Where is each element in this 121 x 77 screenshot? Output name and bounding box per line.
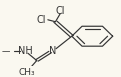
Text: Cl: Cl	[55, 6, 65, 16]
Text: —: —	[2, 47, 10, 56]
Text: CH₃: CH₃	[19, 68, 35, 77]
Text: N: N	[49, 46, 57, 56]
Text: NH: NH	[18, 46, 32, 56]
Text: Cl: Cl	[37, 15, 46, 25]
